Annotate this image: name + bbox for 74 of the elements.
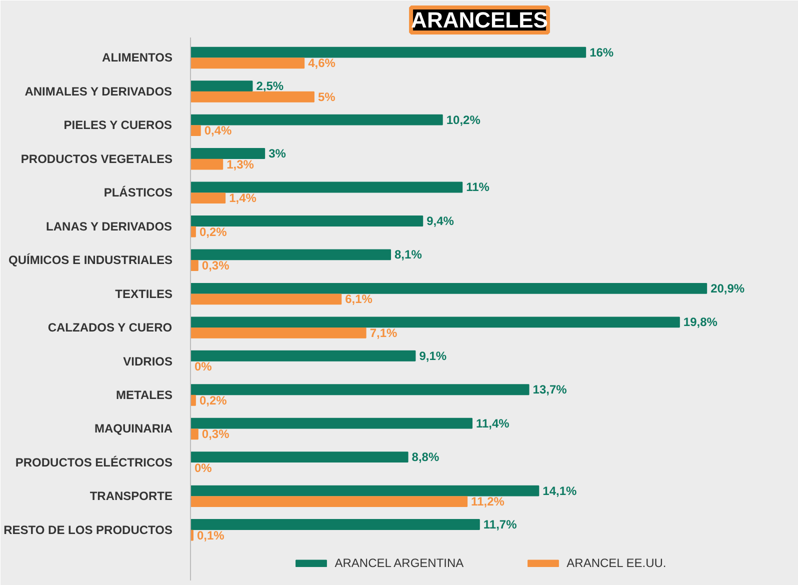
bar xyxy=(190,496,468,508)
data-label: 7,1% xyxy=(370,326,398,340)
legend-label: ARANCEL ARGENTINA xyxy=(334,556,464,570)
bar xyxy=(190,91,314,102)
bar xyxy=(190,418,472,429)
data-label: 0,2% xyxy=(199,224,228,239)
bar xyxy=(190,327,366,338)
bar xyxy=(190,428,198,440)
bar xyxy=(190,80,253,92)
bar xyxy=(190,216,424,226)
bar xyxy=(190,519,480,530)
y-tick-label: MAQUINARIA xyxy=(94,422,173,436)
data-label: 11,7% xyxy=(483,518,518,532)
data-label: 9,4% xyxy=(426,214,454,228)
bar xyxy=(190,485,540,496)
bar xyxy=(190,294,342,305)
data-label: 9,1% xyxy=(419,348,447,363)
data-label: 0% xyxy=(194,460,212,475)
data-label: 11,2% xyxy=(471,494,505,509)
y-tick-label: ALIMENTOS xyxy=(102,50,173,65)
data-label: 19,8% xyxy=(683,315,718,330)
y-tick-label: PLÁSTICOS xyxy=(104,186,172,200)
data-label: 1,3% xyxy=(226,157,254,172)
bar xyxy=(190,158,224,170)
bar xyxy=(190,125,201,136)
bar xyxy=(190,226,196,238)
bar xyxy=(190,384,530,396)
data-label: 4,6% xyxy=(308,56,336,70)
legend-label: ARANCEL EE.UU. xyxy=(566,556,666,570)
y-tick-label: METALES xyxy=(116,388,173,402)
y-tick-label: PRODUCTOS ELÉCTRICOS xyxy=(15,455,172,470)
bar xyxy=(190,58,305,69)
data-label: 20,9% xyxy=(710,281,745,296)
bar xyxy=(190,148,266,159)
bar xyxy=(190,249,392,260)
data-label: 0,4% xyxy=(204,124,232,138)
data-label: 5% xyxy=(318,90,336,104)
data-label: 16% xyxy=(590,45,614,60)
data-label: 14,1% xyxy=(542,484,578,498)
data-label: 8,8% xyxy=(412,450,440,464)
data-label: 0,2% xyxy=(199,393,228,408)
y-tick-label: TEXTILES xyxy=(115,286,173,301)
data-label: 1,4% xyxy=(229,191,257,206)
data-label: 3% xyxy=(268,146,286,161)
y-tick-label: CALZADOS Y CUERO xyxy=(48,320,172,335)
y-tick-label: ANIMALES Y DERIVADOS xyxy=(24,84,172,98)
bar xyxy=(190,316,680,328)
bar xyxy=(190,192,226,204)
bar xyxy=(190,282,708,294)
y-tick-label: TRANSPORTE xyxy=(90,489,172,504)
data-label: 11,4% xyxy=(476,416,510,430)
y-tick-label: RESTO DE LOS PRODUCTOS xyxy=(4,522,173,537)
y-tick-label: QUÍMICOS E INDUSTRIALES xyxy=(8,253,173,268)
bar xyxy=(190,350,416,362)
data-label: 11% xyxy=(466,180,490,194)
bar xyxy=(190,46,586,58)
data-label: 0,3% xyxy=(202,258,230,272)
y-tick-label: PRODUCTOS VEGETALES xyxy=(20,152,172,166)
data-label: 2,5% xyxy=(256,79,284,94)
bar xyxy=(190,452,408,463)
bar xyxy=(190,114,443,126)
bar xyxy=(190,182,463,193)
y-tick-label: PIELES Y CUEROS xyxy=(64,118,172,132)
y-tick-label: LANAS Y DERIVADOS xyxy=(46,219,172,234)
data-label: 13,7% xyxy=(532,382,568,397)
data-label: 0,3% xyxy=(202,427,230,442)
data-label: 0% xyxy=(194,360,212,374)
bar xyxy=(190,260,198,271)
data-label: 10,2% xyxy=(446,112,481,127)
y-tick-label: VIDRIOS xyxy=(123,354,172,368)
data-label: 0,1% xyxy=(196,528,225,542)
data-label: 6,1% xyxy=(345,292,373,306)
bar xyxy=(190,394,196,406)
data-label: 8,1% xyxy=(394,248,422,262)
